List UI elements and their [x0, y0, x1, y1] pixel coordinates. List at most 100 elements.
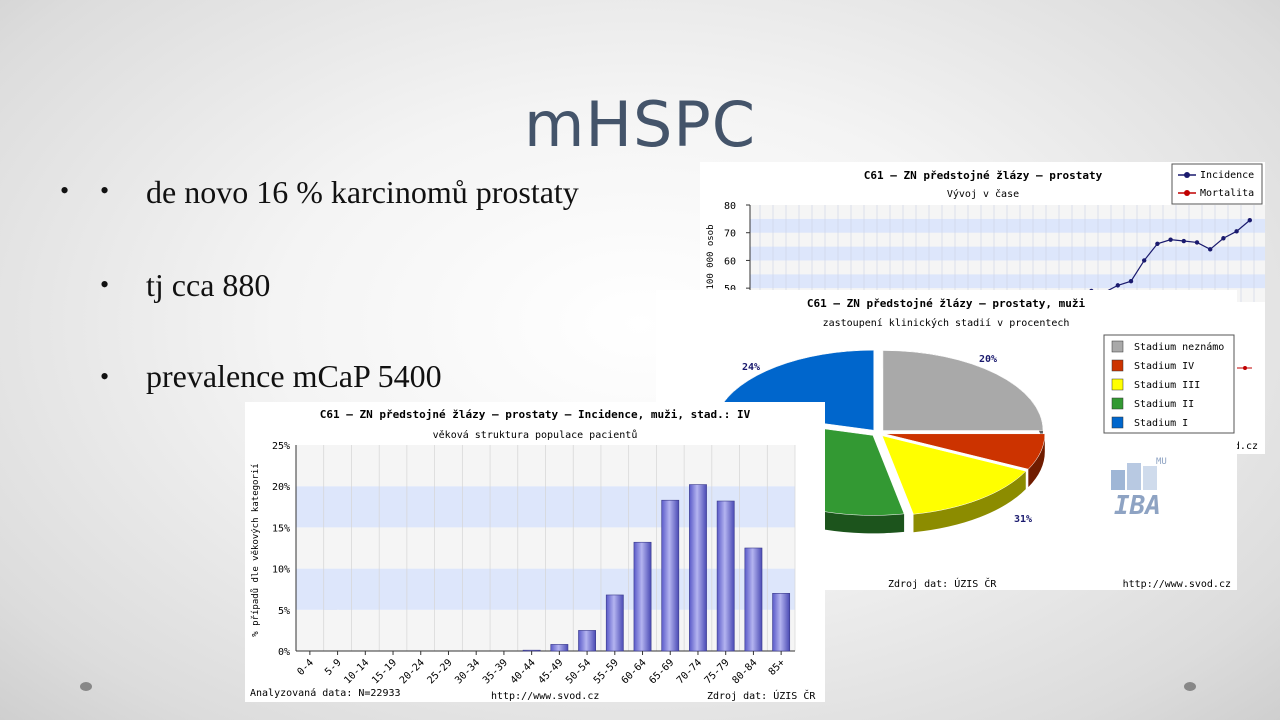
pie-chart-subtitle: zastoupení klinických stadií v procentec… [823, 317, 1070, 329]
bar-xtick-label: 40-44 [509, 657, 538, 686]
bar [522, 649, 541, 652]
bar-xtick-label: 35-39 [481, 657, 510, 686]
legend-item: Stadium neznámo [1134, 341, 1224, 353]
pie-chart-url: http://www.svod.cz [1123, 579, 1231, 590]
legend-item: Stadium IV [1134, 361, 1194, 372]
legend-mortalita: Mortalita [1200, 188, 1254, 199]
bar [633, 541, 652, 652]
incidence-point [1208, 247, 1213, 252]
pie-chart-title: C61 – ZN předstojné žlázy – prostaty, mu… [807, 297, 1086, 310]
bar-ytick-label: 20% [272, 482, 290, 493]
bar [661, 499, 680, 652]
pie-slice-stadium-iii [881, 435, 1027, 515]
legend-item: Stadium III [1134, 380, 1200, 391]
bar-chart-source: Zdroj dat: ÚZIS ČR [707, 689, 816, 702]
line-chart-title: C61 – ZN předstojné žlázy – prostaty [864, 169, 1103, 182]
line-chart-source-fragment: d.cz [1234, 441, 1258, 452]
legend-item: Stadium I [1134, 418, 1188, 429]
legend-item: Stadium II [1134, 399, 1194, 410]
bar-xtick-label: 15-19 [370, 657, 399, 686]
bar-xtick-label: 80-84 [730, 657, 759, 686]
incidence-point [1155, 241, 1160, 246]
incidence-point [1181, 238, 1186, 244]
pie-slice-stadium-neznámo [882, 350, 1044, 431]
bar-chart-footer: Analyzovaná data: N=22933 [250, 687, 401, 699]
bar [744, 547, 763, 652]
line-grid-band [750, 205, 1265, 219]
legend-swatch [1111, 397, 1124, 410]
legend-mortalita-marker [1184, 190, 1190, 196]
nav-next-dot[interactable] [1184, 682, 1196, 691]
bar-chart-card: C61 – ZN předstojné žlázy – prostaty – I… [245, 402, 825, 702]
bar-xtick-label: 50-54 [564, 657, 593, 686]
bullet-text-1: de novo 16 % karcinomů prostaty [146, 174, 579, 210]
line-ytick-label: 80 [724, 201, 736, 212]
bar [550, 644, 569, 652]
incidence-point [1247, 218, 1252, 223]
pie-label: 31% [1014, 514, 1032, 525]
pie-chart-source: Zdroj dat: ÚZIS ČR [888, 577, 997, 590]
bar-ytick-label: 15% [272, 523, 290, 534]
legend-swatch [1111, 359, 1124, 372]
line-grid-band [750, 232, 1265, 247]
pie-slice-side-stadium-iv [1028, 433, 1045, 488]
bar-chart-subtitle: věková struktura populace pacientů [433, 429, 638, 441]
iba-logo-mu: MU [1156, 457, 1167, 467]
incidence-point [1168, 237, 1173, 242]
line-chart-ylabel: 100 000 osob [706, 224, 716, 289]
bar-ytick-label: 25% [272, 441, 290, 452]
bar-xtick-label: 70-74 [675, 657, 704, 686]
iba-logo-text: IBA [1114, 491, 1161, 521]
bar [772, 593, 791, 652]
bar-xtick-label: 85+ [767, 657, 788, 678]
bar-xtick-label: 45-49 [536, 657, 565, 686]
bar-xtick-label: 0-4 [295, 657, 316, 678]
pie-slice-side-stadium-iii [913, 471, 1026, 533]
bar [689, 484, 707, 652]
legend-incidence: Incidence [1200, 170, 1254, 181]
bar-xtick-label: 25-29 [426, 657, 455, 686]
nav-prev-dot[interactable] [80, 682, 92, 691]
bar-xtick-label: 75-79 [703, 657, 732, 686]
line-ytick-label: 50 [724, 284, 736, 295]
line-ytick-label: 70 [724, 229, 736, 240]
legend-swatch [1111, 340, 1124, 353]
incidence-point [1234, 229, 1239, 234]
bar-xtick-label: 30-34 [453, 657, 482, 686]
legend-swatch [1111, 378, 1124, 391]
bar-ytick-label: 0% [278, 647, 290, 658]
bar-ytick-label: 10% [272, 565, 290, 576]
bar [716, 500, 735, 652]
incidence-point [1221, 236, 1226, 241]
iba-logo: MU IBA [1111, 457, 1167, 521]
bullet-text-2: tj cca 880 [146, 267, 271, 303]
line-grid-band [750, 246, 1265, 261]
incidence-point [1128, 279, 1134, 284]
bullet-text-3: prevalence mCaP 5400 [146, 358, 442, 394]
line-grid-band [750, 274, 1265, 289]
bar-ytick-label: 5% [278, 606, 290, 617]
bar-xtick-label: 60-64 [620, 657, 649, 686]
bar-xtick-label: 20-24 [398, 657, 427, 686]
incidence-point [1194, 240, 1200, 245]
bullet-dot-1: • [100, 176, 110, 205]
bullet-dot-2: • [100, 270, 110, 299]
line-ytick-label: 60 [724, 256, 736, 267]
bar-xtick-label: 10-14 [342, 657, 371, 686]
legend-swatch [1111, 416, 1124, 429]
pie-label: 24% [742, 362, 760, 373]
bar-chart-ylabel: % případů dle věkových kategorií [250, 463, 261, 636]
bar [605, 594, 624, 652]
pie-slice-stadium-iv [884, 433, 1046, 470]
bar-chart: C61 – ZN předstojné žlázy – prostaty – I… [250, 408, 816, 702]
bar-chart-title: C61 – ZN předstojné žlázy – prostaty – I… [320, 408, 751, 421]
incidence-point [1142, 258, 1147, 263]
bar [578, 630, 596, 652]
outer-bullet-dot: • [60, 176, 70, 205]
slide-title: mHSPC [523, 88, 757, 161]
line-grid-band [750, 260, 1265, 275]
bar-xtick-label: 5-9 [323, 657, 344, 678]
incidence-point [1115, 283, 1120, 288]
legend-incidence-marker [1184, 172, 1190, 178]
bar-chart-url: http://www.svod.cz [491, 691, 599, 702]
